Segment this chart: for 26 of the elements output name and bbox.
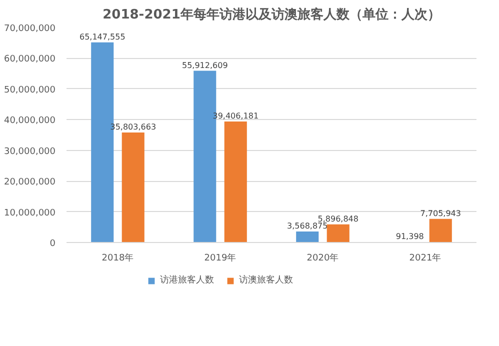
x-tick-label: 2018年 [102,252,134,264]
bar [296,232,319,242]
legend-label: 访澳旅客人数 [239,274,293,286]
x-tick-label: 2019年 [204,252,236,264]
data-label: 91,398 [396,232,424,242]
y-tick-label: 50,000,000 [4,85,56,96]
y-tick-label: 60,000,000 [4,54,56,65]
y-tick-label: 0 [50,239,56,249]
bar [122,132,144,242]
legend-label: 访港旅客人数 [160,274,214,286]
x-tick-label: 2020年 [306,252,339,264]
data-label: 55,912,609 [182,60,228,70]
bar [326,224,350,242]
data-label: 5,896,848 [318,214,358,224]
chart-title: 2018-2021年每年访港以及访澳旅客人数（单位：人次） [102,6,440,22]
y-tick-label: 20,000,000 [4,178,56,188]
data-label: 7,705,943 [420,208,461,218]
y-tick-label: 30,000,000 [4,146,56,157]
y-tick-label: 10,000,000 [4,208,56,218]
data-label: 65,147,555 [79,32,126,42]
data-label: 3,568,875 [287,222,328,231]
y-tick-label: 70,000,000 [4,24,56,34]
bar [429,218,452,242]
y-tick-label: 40,000,000 [4,116,56,126]
x-tick-label: 2021年 [409,252,442,264]
bar [224,121,247,242]
